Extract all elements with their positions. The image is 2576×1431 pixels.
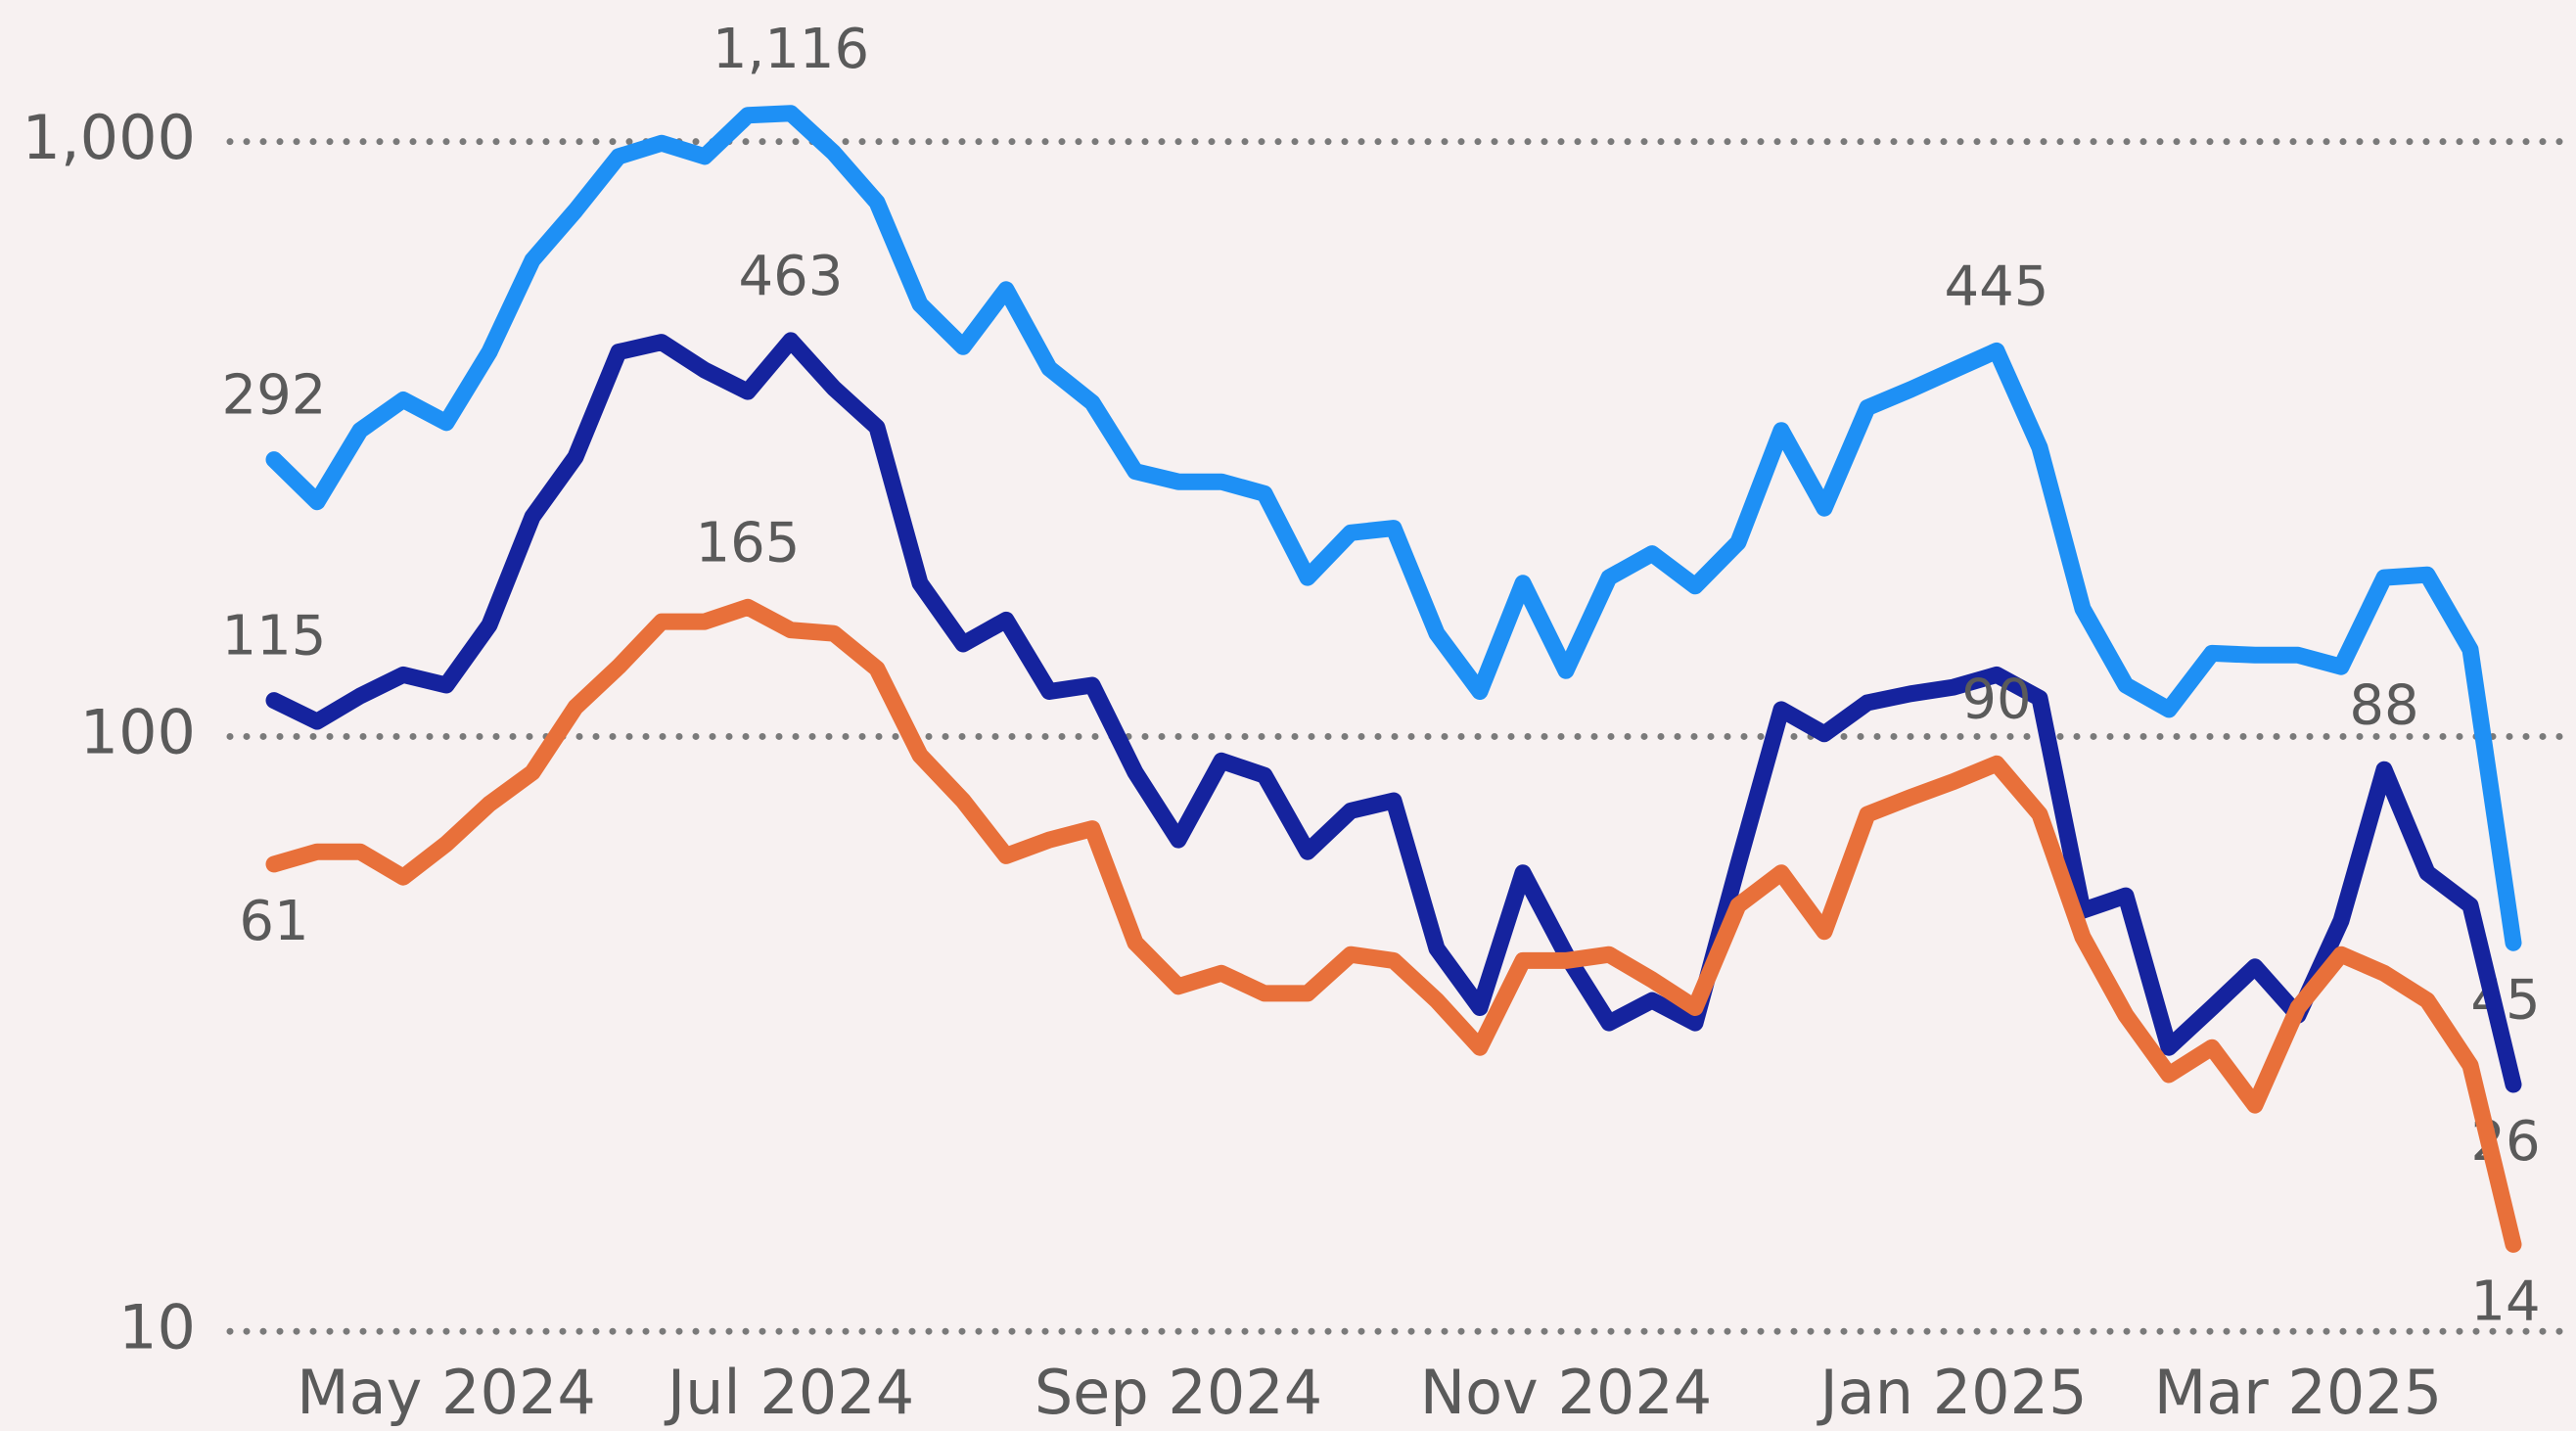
series-line [265,598,2522,1253]
data-label: 1,116 [713,18,869,81]
y-tick-label: 1,000 [23,102,197,173]
y-tick-label: 10 [118,1291,196,1362]
data-label: 90 [1961,668,2031,731]
x-tick-label: Jan 2025 [1816,1357,2087,1428]
data-label: 14 [2470,1270,2540,1334]
x-tick-label: May 2024 [297,1357,596,1428]
data-label: 165 [696,511,801,575]
x-tick-label: Nov 2024 [1420,1357,1713,1428]
data-label: 463 [739,245,844,308]
y-tick-label: 100 [80,697,196,768]
data-label: 445 [1945,255,2049,319]
data-label: 115 [222,605,327,669]
series-line [265,332,2522,1093]
x-tick-label: Jul 2024 [664,1357,914,1428]
series-line [265,105,2522,951]
x-tick-label: Mar 2025 [2154,1357,2442,1428]
data-label: 61 [239,890,308,953]
data-label: 292 [222,364,327,428]
data-label: 88 [2349,673,2418,737]
x-tick-label: Sep 2024 [1035,1357,1322,1428]
